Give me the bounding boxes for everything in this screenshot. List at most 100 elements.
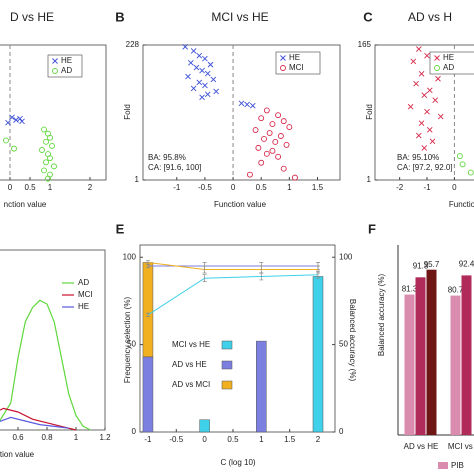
annotation: BA: 95.8% — [148, 153, 186, 162]
y-tick-label: 0 — [132, 427, 137, 436]
legend-swatch — [221, 360, 233, 370]
y-tick-label: 50 — [127, 340, 136, 349]
point — [43, 138, 49, 145]
x-tick-label: 2 — [316, 435, 321, 444]
legend-marker — [52, 68, 58, 74]
density-line — [0, 407, 77, 431]
point — [182, 43, 189, 50]
bar — [142, 356, 154, 433]
point — [204, 91, 211, 98]
point — [283, 141, 290, 148]
axis-box — [142, 44, 341, 181]
y-tick-label: 100 — [123, 252, 137, 261]
point — [188, 60, 194, 66]
point — [3, 137, 9, 144]
bar — [142, 262, 154, 358]
point — [202, 82, 208, 89]
point — [467, 169, 474, 176]
axis-box — [0, 44, 107, 181]
point — [47, 155, 53, 162]
density-line — [0, 416, 69, 429]
point — [275, 112, 282, 119]
x-tick-label: MCI vs HE — [448, 442, 474, 451]
x-tick-label: 1.5 — [312, 183, 324, 192]
axis-box — [0, 249, 106, 431]
point — [202, 55, 208, 62]
x-tick-label: 0.5 — [227, 435, 239, 444]
y2-tick-label: 0 — [339, 427, 344, 436]
point — [407, 103, 414, 110]
x-tick-label: 0 — [8, 183, 13, 192]
panel-letter: E — [116, 221, 125, 236]
point — [410, 58, 417, 65]
point — [246, 171, 253, 178]
y-axis-label: Fold — [365, 104, 374, 120]
panel-letter: B — [115, 9, 124, 24]
point — [432, 97, 439, 103]
legend-label: AD — [78, 278, 89, 287]
error-bar — [202, 274, 207, 283]
point — [13, 117, 19, 123]
legend-label: HE — [78, 302, 89, 311]
point — [456, 153, 463, 160]
point — [9, 114, 15, 121]
panel-title: D vs HE — [10, 10, 54, 24]
y-axis-label: Fold — [123, 104, 132, 120]
y-axis-label: Balanced accuracy (%) — [377, 274, 386, 357]
point — [190, 48, 197, 54]
point — [213, 88, 219, 95]
point — [280, 165, 287, 172]
bar — [199, 419, 210, 433]
point — [210, 76, 217, 83]
point — [286, 124, 293, 131]
bar — [450, 295, 461, 435]
point — [252, 127, 259, 133]
point — [39, 147, 45, 153]
panel-letter: F — [368, 221, 376, 236]
value-label: 95.7 — [424, 260, 440, 269]
legend-marker — [280, 65, 286, 71]
x-tick-label: 1 — [74, 433, 79, 442]
accuracy-line — [147, 274, 319, 316]
point — [255, 144, 262, 151]
legend-box — [429, 51, 474, 75]
point — [5, 119, 11, 126]
error-bar — [145, 260, 150, 265]
x-tick-label: 0.5 — [24, 183, 36, 192]
x-tick-label: 1.5 — [284, 435, 296, 444]
point — [199, 94, 205, 101]
x-tick-label: -0.5 — [198, 183, 212, 192]
x-axis-label: Functio — [449, 200, 474, 209]
legend-label: AD vs HE — [172, 360, 207, 369]
point — [435, 75, 441, 82]
point — [11, 145, 17, 152]
point — [418, 120, 425, 127]
y2-tick-label: 50 — [339, 340, 348, 349]
y-tick-label: 228 — [126, 40, 140, 49]
point — [275, 153, 282, 160]
legend-marker — [434, 65, 440, 71]
x-tick-label: 1 — [259, 435, 264, 444]
x-axis-label: Function value — [214, 200, 267, 209]
point — [426, 126, 433, 133]
legend-swatch — [221, 340, 233, 350]
point — [415, 46, 422, 52]
point — [415, 132, 422, 139]
x-tick-label: 0 — [231, 183, 236, 192]
point — [19, 118, 25, 125]
legend-label: HE — [443, 53, 454, 62]
point — [51, 163, 57, 170]
x-axis-label: C (log 10) — [220, 458, 255, 467]
legend-marker — [52, 58, 58, 64]
point — [258, 115, 265, 122]
point — [47, 134, 53, 141]
x-axis-label: ction value — [0, 450, 35, 459]
x-tick-label: 0 — [452, 183, 457, 192]
bar — [256, 340, 267, 433]
y-tick-label: 165 — [358, 40, 372, 49]
point — [266, 130, 273, 136]
point — [193, 64, 200, 71]
bar — [461, 275, 472, 435]
legend-label: AD — [443, 63, 454, 72]
x-tick-label: 0.8 — [41, 433, 53, 442]
